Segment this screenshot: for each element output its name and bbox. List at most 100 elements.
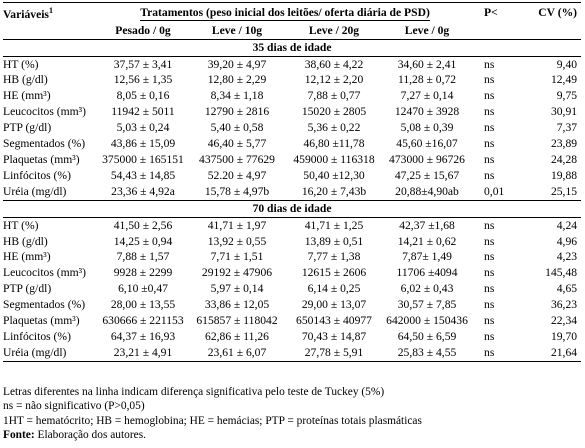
p-header: P<	[472, 1, 518, 23]
value-cell: 28,00 ± 13,55	[110, 298, 176, 312]
value-cell: 5,97 ± 0,14	[210, 282, 264, 296]
value-cell: 64,50 ± 6,59	[397, 329, 457, 343]
cv-cell: 4,24	[556, 218, 578, 232]
value-cell: 5,08 ± 0,39	[400, 121, 454, 135]
value-cell: 50,40 ±12,30	[303, 168, 365, 182]
value-cell: 13,92 ± 0,55	[207, 234, 267, 248]
value-cell: 41,71 ± 1,25	[304, 218, 364, 232]
value-cell: 11,28 ± 0,72	[397, 73, 457, 87]
value-cell: 33,86 ± 12,05	[204, 298, 270, 312]
cv-cell: 22,34	[550, 314, 578, 328]
p-value-cell: ns	[484, 105, 495, 119]
p-value-cell: ns	[484, 314, 495, 328]
note-abbreviations: 1HT = hematócrito; HB = hemoglobina; HE …	[3, 414, 422, 427]
value-cell: 6,14 ± 0,25	[307, 282, 361, 296]
table-row: Uréia (mg/dl) 23,36 ± 4,92a 15,78 ± 4,97b 1…	[3, 183, 582, 201]
value-cell: 12470 ± 3928	[394, 105, 460, 119]
variable-cell: Plaquetas (mm³)	[3, 153, 80, 167]
variable-cell: Segmentados (%)	[3, 137, 86, 151]
value-cell: 437500 ± 77629	[199, 153, 275, 167]
table-row: Plaquetas (mm³) 630666 ± 221153 615857 ± 1…	[3, 313, 581, 329]
table-row: PTP (g/dl) 5,03 ± 0,24 5,40 ± 0,58 5,36 ± 0…	[3, 120, 581, 136]
value-cell: 70,43 ± 14,87	[301, 329, 367, 343]
table-row: HT (%) 41,50 ± 2,56 41,71 ± 1,97 41,71 ± 1,…	[3, 217, 581, 233]
table-row: Leucocitos (mm³) 11942 ± 5011 12790 ± 2816…	[3, 104, 581, 120]
p-value-cell: ns	[484, 168, 495, 182]
value-cell: 15020 ± 2805	[301, 105, 367, 119]
table-row: HE (mm³) 8,05 ± 0,16 8,34 ± 1,18 7,88 ± 0,7…	[3, 88, 581, 104]
column-header: Leve / 0g	[382, 22, 473, 40]
p-value-cell: ns	[484, 266, 495, 280]
value-cell: 20,88±4,90ab	[382, 183, 473, 201]
table-row: Leucocitos (mm³) 9928 ± 2299 29192 ± 47906…	[3, 265, 581, 281]
value-cell: 30,57 ± 7,85	[397, 298, 457, 312]
results-table: Variáveis1 Tratamentos (peso inicial dos…	[3, 1, 582, 362]
section-title: 35 dias de idade	[3, 39, 582, 57]
value-cell: 642000 ± 150436	[386, 314, 468, 328]
value-cell: 7,87± 1,49	[402, 250, 452, 264]
value-cell: 12,12 ± 2,20	[304, 73, 364, 87]
column-header: Leve / 20g	[286, 22, 382, 40]
value-cell: 37,57 ± 3,41	[113, 57, 173, 71]
variable-cell: Uréia (mg/dl)	[3, 183, 98, 201]
value-cell: 630666 ± 221153	[102, 314, 184, 328]
value-cell: 11942 ± 5011	[111, 105, 175, 119]
value-cell: 15,78 ± 4,97b	[188, 183, 286, 201]
header-row-2: Pesado / 0g Leve / 10g Leve / 20g Leve /…	[3, 22, 582, 40]
value-cell: 38,60 ± 4,22	[304, 57, 364, 71]
table-row: Segmentados (%) 43,86 ± 15,09 46,40 ± 5,77…	[3, 136, 581, 152]
table-row: Uréia (mg/dl) 23,21 ± 4,91 23,61 ± 6,07 27,…	[3, 344, 582, 362]
value-cell: 12615 ± 2606	[301, 266, 367, 280]
value-cell: 42,37 ±1,68	[399, 218, 455, 232]
value-cell: 473000 ± 96726	[389, 153, 465, 167]
variable-cell: Plaquetas (mm³)	[3, 314, 80, 328]
p-value-cell: ns	[484, 137, 495, 151]
cv-cell: 4,65	[556, 282, 578, 296]
value-cell: 23,61 ± 6,07	[188, 344, 286, 362]
value-cell: 459000 ± 116318	[293, 153, 375, 167]
p-value-cell: ns	[484, 250, 495, 264]
variable-cell: Uréia (mg/dl)	[3, 344, 98, 362]
value-cell: 7,88 ± 0,77	[307, 89, 361, 103]
value-cell: 46,40 ± 5,77	[207, 137, 267, 151]
section-row: 35 dias de idade	[3, 39, 582, 57]
cv-cell: 4,96	[556, 234, 578, 248]
value-cell: 64,37 ± 16,93	[110, 329, 176, 343]
variable-cell: PTP (g/dl)	[3, 121, 52, 135]
column-header: Leve / 10g	[188, 22, 286, 40]
variable-cell: HT (%)	[3, 218, 39, 232]
value-cell: 41,50 ± 2,56	[113, 218, 173, 232]
cv-cell: 36,23	[550, 298, 578, 312]
column-header: Pesado / 0g	[98, 22, 188, 40]
value-cell: 43,86 ± 15,09	[110, 137, 176, 151]
variable-cell: HE (mm³)	[3, 250, 51, 264]
cv-cell: 30,91	[550, 105, 578, 119]
value-cell: 5,03 ± 0,24	[116, 121, 170, 135]
variable-cell: HB (g/dl)	[3, 73, 48, 87]
table-row: HB (g/dl) 12,56 ± 1,35 12,80 ± 2,29 12,12 ±…	[3, 72, 581, 88]
variable-cell: HB (g/dl)	[3, 234, 48, 248]
p-value-cell: ns	[484, 218, 495, 232]
p-value-cell: 0,01	[472, 183, 518, 201]
p-value-cell: ns	[484, 153, 495, 167]
p-value-cell: ns	[484, 282, 495, 296]
value-cell: 23,36 ± 4,92a	[98, 183, 188, 201]
value-cell: 54,43 ± 14,85	[110, 168, 176, 182]
value-cell: 46,80 ±11,78	[303, 137, 365, 151]
value-cell: 615857 ± 118042	[196, 314, 278, 328]
value-cell: 12,56 ± 1,35	[113, 73, 173, 87]
value-cell: 62,86 ± 11,26	[205, 329, 269, 343]
p-value-cell: ns	[484, 121, 495, 135]
value-cell: 7,27 ± 0,14	[400, 89, 454, 103]
value-cell: 9928 ± 2299	[113, 266, 173, 280]
value-cell: 7,77 ± 1,38	[307, 250, 361, 264]
value-cell: 8,34 ± 1,18	[210, 89, 264, 103]
variable-cell: Linfócitos (%)	[3, 168, 71, 182]
cv-cell: 9,40	[556, 57, 578, 71]
variable-cell: Segmentados (%)	[3, 298, 86, 312]
value-cell: 41,71 ± 1,97	[207, 218, 267, 232]
cv-cell: 23,89	[550, 137, 578, 151]
table-row: Plaquetas (mm³) 375000 ± 165151 437500 ± 7…	[3, 152, 581, 168]
table-row: Linfócitos (%) 54,43 ± 14,85 52.20 ± 4,97 5…	[3, 168, 581, 184]
